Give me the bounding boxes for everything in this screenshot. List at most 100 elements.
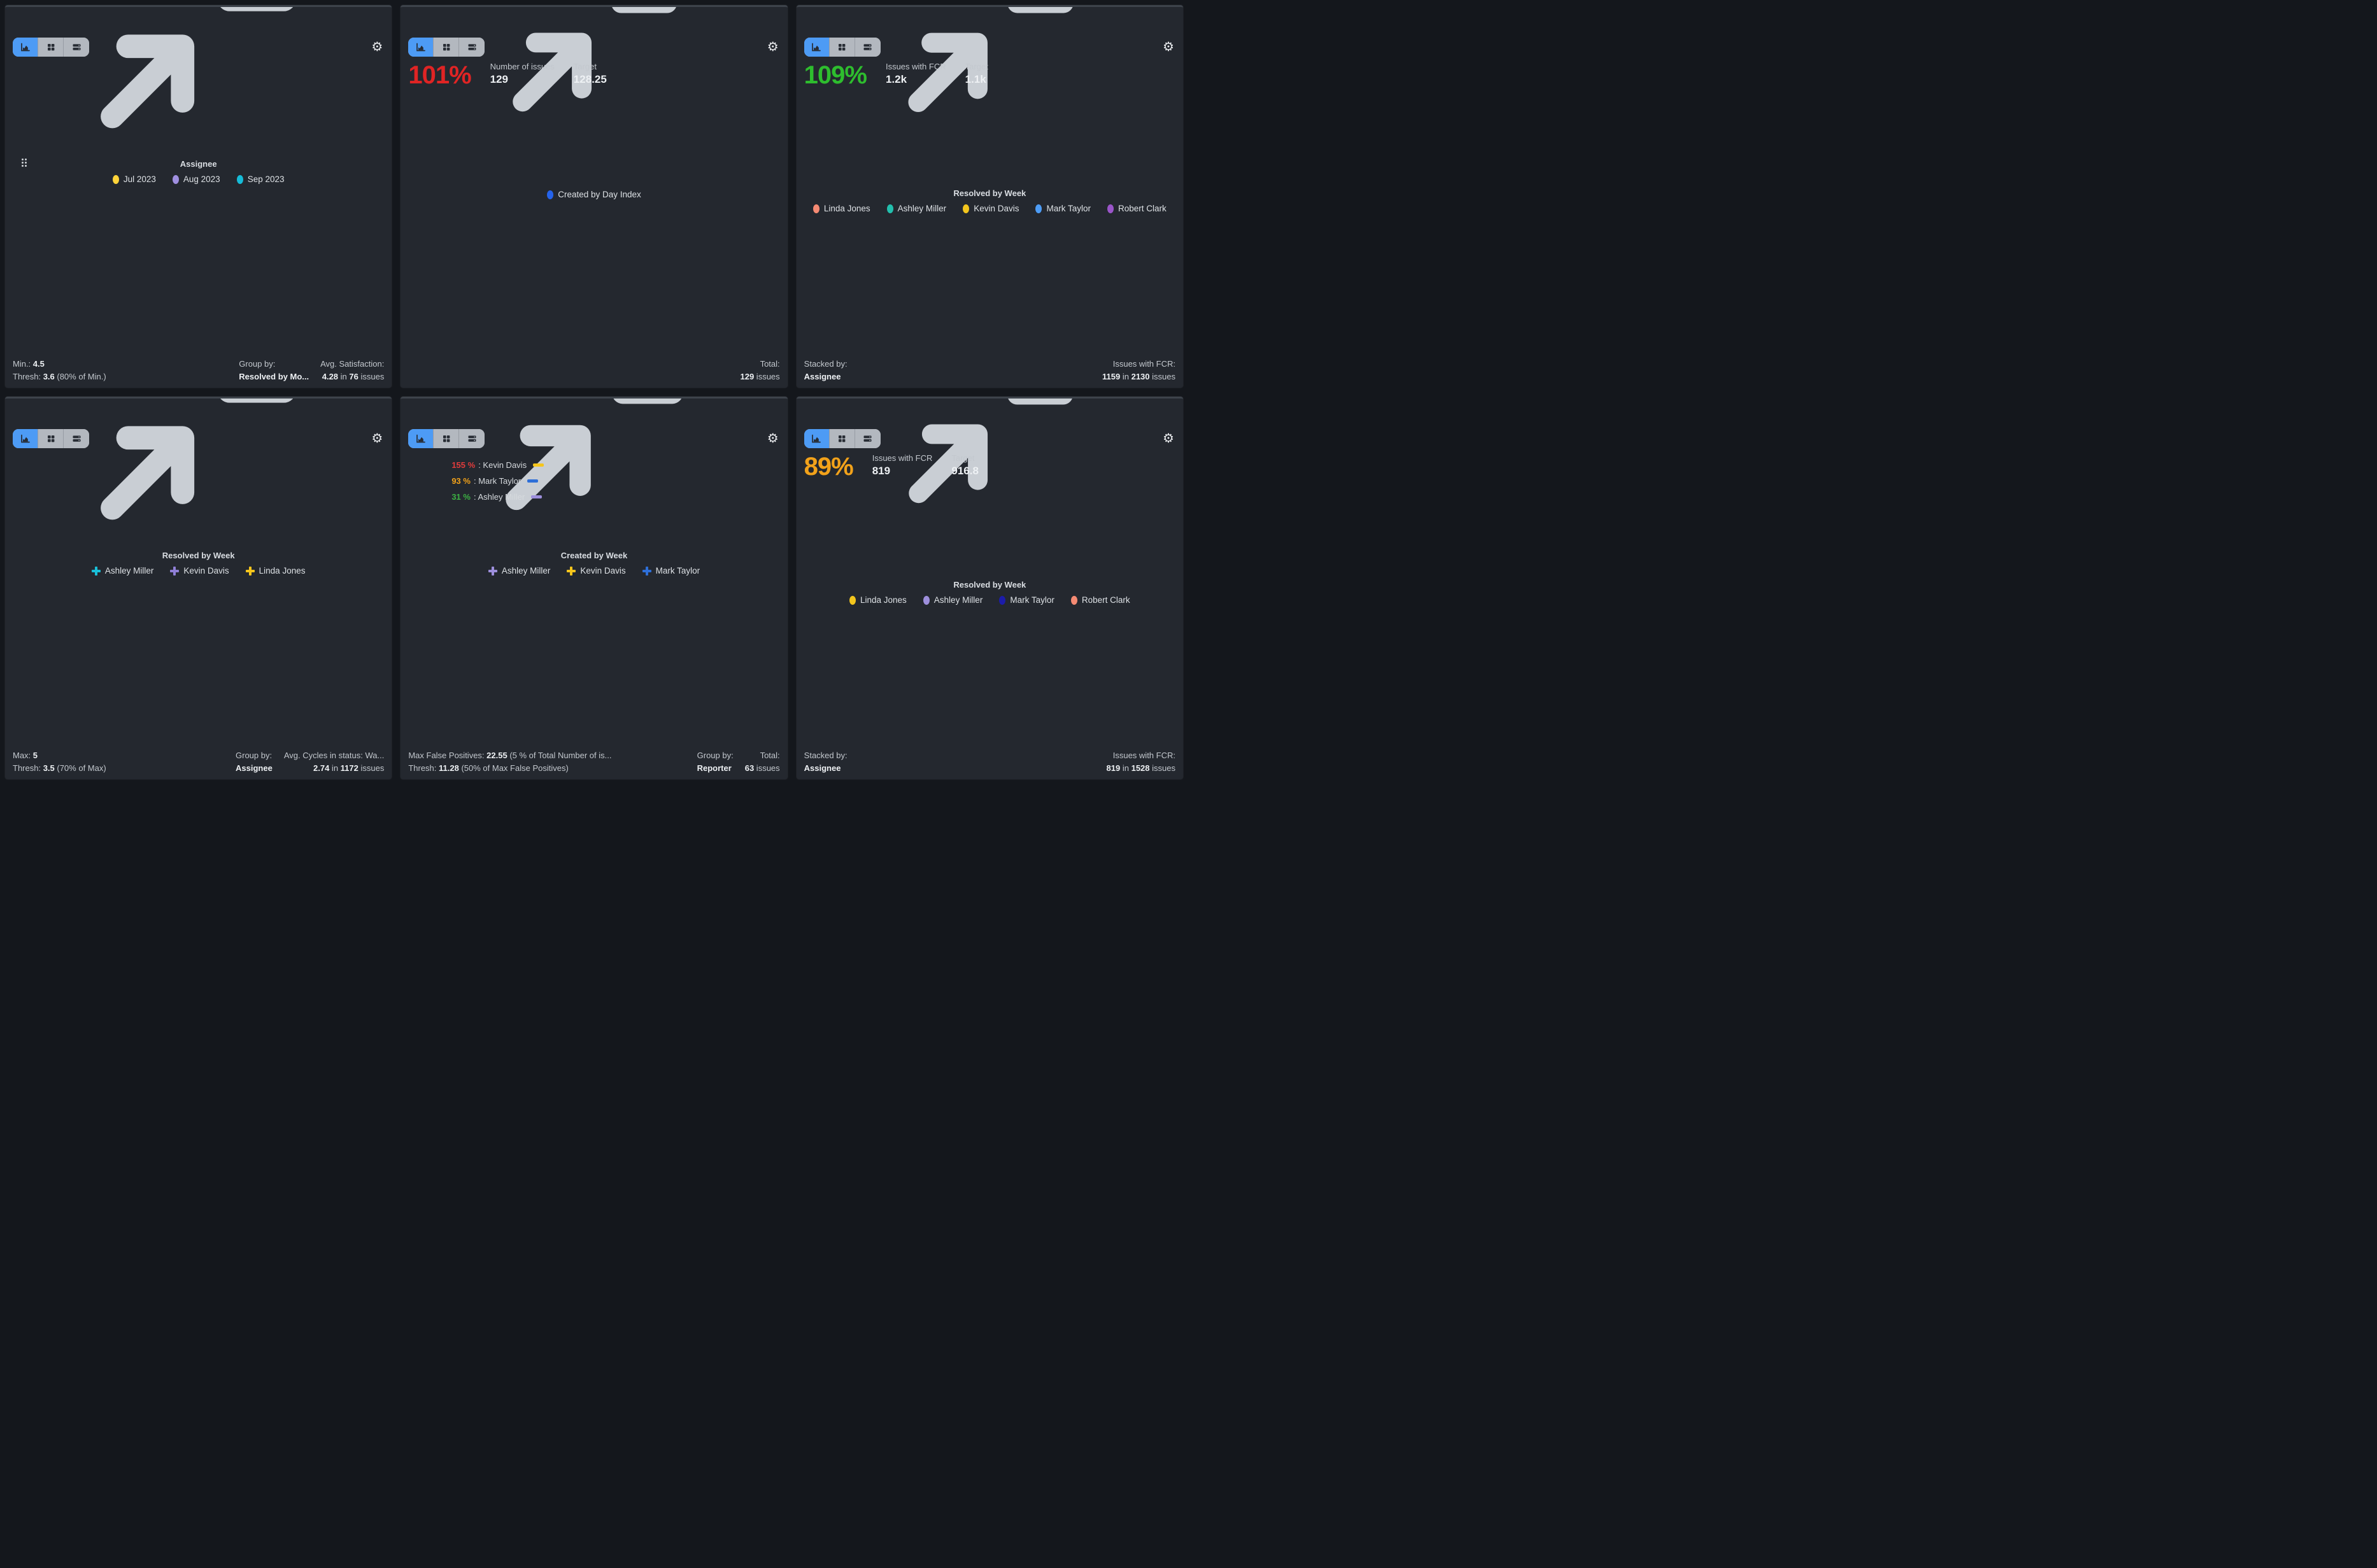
legend-label: Kevin Davis <box>183 566 229 576</box>
split-view-icon <box>73 44 80 50</box>
chart-view-icon <box>812 434 821 443</box>
legend-dot-swatch <box>112 175 119 184</box>
chart-view-button[interactable] <box>804 429 830 448</box>
chart-view-button[interactable] <box>13 429 38 448</box>
drag-handle[interactable] <box>22 159 28 168</box>
footer-line: 63 issues <box>744 763 780 773</box>
table-view-button[interactable] <box>434 429 460 448</box>
x-axis-title-text: Created by Week <box>560 551 628 560</box>
footer-line: Resolved by Mo... <box>239 371 309 381</box>
kpi-stat-label: Target <box>965 62 988 71</box>
x-axis-title-text: Resolved by Week <box>953 188 1026 198</box>
footer-left: Stacked by: Assignee <box>804 749 1095 774</box>
chart-view-button[interactable] <box>13 38 38 57</box>
legend-label: Robert Clark <box>1081 595 1130 605</box>
legend-item[interactable]: Linda Jones <box>849 596 907 605</box>
split-view-button[interactable] <box>64 38 89 57</box>
legend-item[interactable]: Ashley Miller <box>488 567 550 576</box>
panel-header: Punctuality of reported defects 01020304… <box>408 399 779 511</box>
chart-svg[interactable] <box>804 91 995 187</box>
legend-item[interactable]: Robert Clark <box>1107 204 1167 213</box>
panel-min-satisfaction-score: Min. Satisfaction Score - 4.5 per Assign… <box>5 5 392 388</box>
collapse-button[interactable]: 012345Avg. SatisfactionRCRobert ClarkAMA… <box>19 7 392 149</box>
legend-label: Mark Taylor <box>1010 595 1054 605</box>
collapse-icon: 0510152025Number of issuesDay 1Day 3Day … <box>513 7 677 112</box>
legend-label: Robert Clark <box>1118 204 1167 214</box>
legend-item[interactable]: Jul 2023 <box>112 174 156 185</box>
chart-svg[interactable] <box>13 62 204 157</box>
chart-view-button[interactable] <box>804 38 830 57</box>
legend-item[interactable]: Linda Jones <box>812 204 870 213</box>
collapse-button[interactable]: 025050075010001250Issues with FCRWk.28, … <box>811 7 1183 130</box>
legend-item[interactable]: Mark Taylor <box>1035 204 1091 213</box>
kpi-row: 101% Number of issues 129 Target 128.25 <box>408 62 779 88</box>
footer-mid: Group by: Resolved by Mo... <box>239 358 309 383</box>
panel-window-controls: 0510152025Number of issuesDay 1Day 3Day … <box>415 7 787 129</box>
kpi-stat-label: Issues with FCR <box>872 453 933 463</box>
settings-gear-button[interactable]: ⚙ <box>1163 40 1174 54</box>
split-view-icon <box>468 44 476 50</box>
inset-legend-percentage: 31 % <box>451 492 471 502</box>
chart-view-button[interactable] <box>408 38 434 57</box>
panel-window-controls: 012345Avg. SatisfactionRCRobert ClarkAMA… <box>19 7 392 149</box>
inset-legend-item[interactable]: 155 %: Kevin Davis <box>451 461 544 469</box>
legend-item[interactable]: Ashley Miller <box>886 204 946 213</box>
inset-legend-item[interactable]: 93 %: Mark Taylor <box>451 477 544 485</box>
chart-svg[interactable] <box>408 91 599 187</box>
legend-dot-swatch <box>812 204 820 213</box>
legend-item[interactable]: Mark Taylor <box>642 567 700 576</box>
legend-item[interactable]: Aug 2023 <box>172 175 220 184</box>
legend-label: Kevin Davis <box>974 204 1019 214</box>
collapse-button[interactable]: 0510152025Number of issuesDay 1Day 3Day … <box>415 7 787 129</box>
legend-item[interactable]: Robert Clark <box>1070 595 1130 605</box>
panel-toolbar: ⚙ <box>13 36 384 58</box>
chart-svg[interactable] <box>804 483 995 578</box>
footer-line: Max False Positives: 22.55 (5 % of Total… <box>408 751 612 760</box>
settings-gear-button[interactable]: ⚙ <box>767 40 779 54</box>
collapse-button[interactable]: 010203040Number of issuesWk.52, Dec 26Wk… <box>415 399 787 529</box>
collapse-button[interactable]: 050100150200Issues with FCRWk.22, May 29… <box>811 399 1183 521</box>
legend-dot-swatch <box>963 204 970 213</box>
split-view-button[interactable] <box>855 38 881 57</box>
table-view-button[interactable] <box>38 38 64 57</box>
settings-gear-button[interactable]: ⚙ <box>767 432 779 446</box>
chart-view-button[interactable] <box>408 429 434 448</box>
panel-header: Min. 60% of Issues Resolved on First Int… <box>804 399 1175 504</box>
chart-svg[interactable] <box>13 453 204 549</box>
table-view-button[interactable] <box>829 38 855 57</box>
legend-item[interactable]: Kevin Davis <box>567 567 626 576</box>
inset-legend-swatch <box>527 479 539 483</box>
legend-item[interactable]: Sep 2023 <box>236 175 285 184</box>
legend-dot-swatch <box>999 596 1006 605</box>
legend-item[interactable]: Kevin Davis <box>963 204 1019 213</box>
footer-line: 819 in 1528 issues <box>1106 763 1175 773</box>
table-view-button[interactable] <box>434 38 460 57</box>
settings-gear-button[interactable]: ⚙ <box>1163 432 1174 446</box>
footer-line: Total: <box>760 751 780 760</box>
chart-legend: Created by Day Index <box>408 187 779 203</box>
footer-line: Thresh: 3.6 (80% of Min.) <box>13 371 106 381</box>
inset-legend-item[interactable]: 31 %: Ashley Miller <box>451 493 544 501</box>
inset-legend-name: : Ashley Miller <box>473 492 525 502</box>
legend-plus-swatch <box>170 567 180 576</box>
legend-item[interactable]: Kevin Davis <box>170 567 229 576</box>
legend-label: Jul 2023 <box>123 174 156 185</box>
settings-gear-button[interactable]: ⚙ <box>371 432 383 446</box>
footer-left: Max: 5 Thresh: 3.5 (70% of Max) <box>13 749 224 774</box>
legend-item[interactable]: Linda Jones <box>245 567 305 576</box>
split-view-button[interactable] <box>459 38 485 57</box>
split-view-button[interactable] <box>855 429 881 448</box>
legend-item[interactable]: Ashley Miller <box>91 567 153 576</box>
settings-gear-button[interactable]: ⚙ <box>371 40 383 54</box>
x-axis-title-text: Resolved by Week <box>162 551 235 560</box>
panel-punctuality-reported-defects: Punctuality of reported defects 01020304… <box>401 397 788 779</box>
table-view-button[interactable] <box>38 429 64 448</box>
table-view-button[interactable] <box>829 429 855 448</box>
legend-item[interactable]: Ashley Miller <box>923 596 983 605</box>
legend-item[interactable]: Created by Day Index <box>547 190 641 199</box>
split-view-button[interactable] <box>459 429 485 448</box>
legend-item[interactable]: Mark Taylor <box>999 596 1054 605</box>
collapse-icon: 012345Avg. SatisfactionRCRobert ClarkAMA… <box>101 7 293 129</box>
chart-view-icon <box>416 43 425 52</box>
split-view-button[interactable] <box>64 429 89 448</box>
